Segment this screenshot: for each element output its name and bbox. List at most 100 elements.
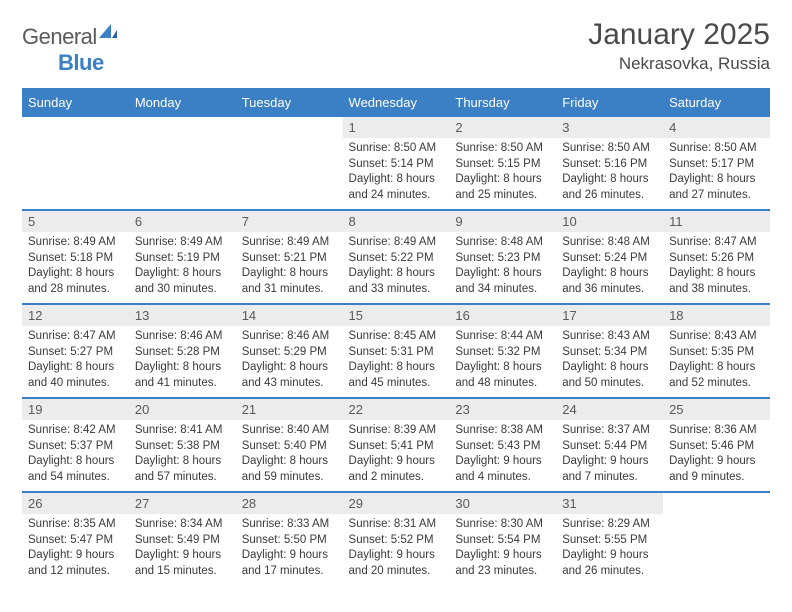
day-body: Sunrise: 8:45 AMSunset: 5:31 PMDaylight:… xyxy=(343,326,450,397)
day-number: 8 xyxy=(343,211,450,232)
calendar-row: 26Sunrise: 8:35 AMSunset: 5:47 PMDayligh… xyxy=(22,492,770,585)
calendar-cell: 9Sunrise: 8:48 AMSunset: 5:23 PMDaylight… xyxy=(449,210,556,304)
day-number-empty xyxy=(236,117,343,138)
day-number-empty xyxy=(22,117,129,138)
day-number: 20 xyxy=(129,399,236,420)
day-number: 26 xyxy=(22,493,129,514)
day-body: Sunrise: 8:41 AMSunset: 5:38 PMDaylight:… xyxy=(129,420,236,491)
logo-sail-icon xyxy=(99,18,117,32)
day-number: 29 xyxy=(343,493,450,514)
day-body: Sunrise: 8:49 AMSunset: 5:18 PMDaylight:… xyxy=(22,232,129,303)
day-body: Sunrise: 8:33 AMSunset: 5:50 PMDaylight:… xyxy=(236,514,343,585)
day-body: Sunrise: 8:29 AMSunset: 5:55 PMDaylight:… xyxy=(556,514,663,585)
weekday-header: Wednesday xyxy=(343,89,450,116)
day-body: Sunrise: 8:30 AMSunset: 5:54 PMDaylight:… xyxy=(449,514,556,585)
day-body: Sunrise: 8:49 AMSunset: 5:21 PMDaylight:… xyxy=(236,232,343,303)
day-body: Sunrise: 8:39 AMSunset: 5:41 PMDaylight:… xyxy=(343,420,450,491)
day-body: Sunrise: 8:36 AMSunset: 5:46 PMDaylight:… xyxy=(663,420,770,491)
calendar-cell: 3Sunrise: 8:50 AMSunset: 5:16 PMDaylight… xyxy=(556,116,663,210)
day-number: 23 xyxy=(449,399,556,420)
calendar-cell: 6Sunrise: 8:49 AMSunset: 5:19 PMDaylight… xyxy=(129,210,236,304)
day-number: 6 xyxy=(129,211,236,232)
day-number: 24 xyxy=(556,399,663,420)
weekday-header: Thursday xyxy=(449,89,556,116)
calendar-row: 12Sunrise: 8:47 AMSunset: 5:27 PMDayligh… xyxy=(22,304,770,398)
calendar-row: 5Sunrise: 8:49 AMSunset: 5:18 PMDaylight… xyxy=(22,210,770,304)
calendar-cell: 19Sunrise: 8:42 AMSunset: 5:37 PMDayligh… xyxy=(22,398,129,492)
calendar-cell: 2Sunrise: 8:50 AMSunset: 5:15 PMDaylight… xyxy=(449,116,556,210)
day-number: 9 xyxy=(449,211,556,232)
day-number: 19 xyxy=(22,399,129,420)
calendar-row: 1Sunrise: 8:50 AMSunset: 5:14 PMDaylight… xyxy=(22,116,770,210)
calendar-cell: 5Sunrise: 8:49 AMSunset: 5:18 PMDaylight… xyxy=(22,210,129,304)
logo-text: General Blue xyxy=(22,24,117,76)
header: General Blue January 2025 Nekrasovka, Ru… xyxy=(22,18,770,76)
calendar-cell: 27Sunrise: 8:34 AMSunset: 5:49 PMDayligh… xyxy=(129,492,236,585)
day-body: Sunrise: 8:49 AMSunset: 5:22 PMDaylight:… xyxy=(343,232,450,303)
day-body: Sunrise: 8:47 AMSunset: 5:27 PMDaylight:… xyxy=(22,326,129,397)
calendar-cell: 4Sunrise: 8:50 AMSunset: 5:17 PMDaylight… xyxy=(663,116,770,210)
weekday-header: Friday xyxy=(556,89,663,116)
month-title: January 2025 xyxy=(588,18,770,52)
day-number: 14 xyxy=(236,305,343,326)
calendar-cell: 14Sunrise: 8:46 AMSunset: 5:29 PMDayligh… xyxy=(236,304,343,398)
weekday-header: Tuesday xyxy=(236,89,343,116)
calendar-cell xyxy=(236,116,343,210)
day-body: Sunrise: 8:50 AMSunset: 5:15 PMDaylight:… xyxy=(449,138,556,209)
day-number: 30 xyxy=(449,493,556,514)
calendar-cell: 10Sunrise: 8:48 AMSunset: 5:24 PMDayligh… xyxy=(556,210,663,304)
day-body: Sunrise: 8:46 AMSunset: 5:28 PMDaylight:… xyxy=(129,326,236,397)
calendar-row: 19Sunrise: 8:42 AMSunset: 5:37 PMDayligh… xyxy=(22,398,770,492)
day-number: 12 xyxy=(22,305,129,326)
day-number: 25 xyxy=(663,399,770,420)
day-body: Sunrise: 8:38 AMSunset: 5:43 PMDaylight:… xyxy=(449,420,556,491)
title-block: January 2025 Nekrasovka, Russia xyxy=(588,18,770,74)
calendar-cell: 23Sunrise: 8:38 AMSunset: 5:43 PMDayligh… xyxy=(449,398,556,492)
day-body: Sunrise: 8:43 AMSunset: 5:34 PMDaylight:… xyxy=(556,326,663,397)
day-number: 13 xyxy=(129,305,236,326)
day-body: Sunrise: 8:40 AMSunset: 5:40 PMDaylight:… xyxy=(236,420,343,491)
day-number: 22 xyxy=(343,399,450,420)
day-body: Sunrise: 8:50 AMSunset: 5:14 PMDaylight:… xyxy=(343,138,450,209)
day-body: Sunrise: 8:43 AMSunset: 5:35 PMDaylight:… xyxy=(663,326,770,397)
day-body: Sunrise: 8:48 AMSunset: 5:24 PMDaylight:… xyxy=(556,232,663,303)
day-number: 1 xyxy=(343,117,450,138)
day-number: 11 xyxy=(663,211,770,232)
weekday-header: Saturday xyxy=(663,89,770,116)
day-number: 28 xyxy=(236,493,343,514)
day-number: 21 xyxy=(236,399,343,420)
calendar-cell: 17Sunrise: 8:43 AMSunset: 5:34 PMDayligh… xyxy=(556,304,663,398)
day-number: 2 xyxy=(449,117,556,138)
day-number: 31 xyxy=(556,493,663,514)
calendar-cell xyxy=(663,492,770,585)
day-number: 10 xyxy=(556,211,663,232)
weekday-header-row: SundayMondayTuesdayWednesdayThursdayFrid… xyxy=(22,89,770,116)
calendar-cell: 15Sunrise: 8:45 AMSunset: 5:31 PMDayligh… xyxy=(343,304,450,398)
calendar-cell: 29Sunrise: 8:31 AMSunset: 5:52 PMDayligh… xyxy=(343,492,450,585)
calendar-cell: 20Sunrise: 8:41 AMSunset: 5:38 PMDayligh… xyxy=(129,398,236,492)
calendar-cell: 11Sunrise: 8:47 AMSunset: 5:26 PMDayligh… xyxy=(663,210,770,304)
calendar-cell: 16Sunrise: 8:44 AMSunset: 5:32 PMDayligh… xyxy=(449,304,556,398)
day-body: Sunrise: 8:47 AMSunset: 5:26 PMDaylight:… xyxy=(663,232,770,303)
calendar-cell xyxy=(129,116,236,210)
calendar-cell: 28Sunrise: 8:33 AMSunset: 5:50 PMDayligh… xyxy=(236,492,343,585)
calendar-cell: 30Sunrise: 8:30 AMSunset: 5:54 PMDayligh… xyxy=(449,492,556,585)
day-number-empty xyxy=(129,117,236,138)
calendar-cell: 7Sunrise: 8:49 AMSunset: 5:21 PMDaylight… xyxy=(236,210,343,304)
day-body: Sunrise: 8:48 AMSunset: 5:23 PMDaylight:… xyxy=(449,232,556,303)
calendar-cell: 12Sunrise: 8:47 AMSunset: 5:27 PMDayligh… xyxy=(22,304,129,398)
day-number-empty xyxy=(663,493,770,514)
day-body: Sunrise: 8:34 AMSunset: 5:49 PMDaylight:… xyxy=(129,514,236,585)
day-number: 15 xyxy=(343,305,450,326)
calendar-cell: 1Sunrise: 8:50 AMSunset: 5:14 PMDaylight… xyxy=(343,116,450,210)
day-number: 18 xyxy=(663,305,770,326)
calendar-cell: 8Sunrise: 8:49 AMSunset: 5:22 PMDaylight… xyxy=(343,210,450,304)
day-body: Sunrise: 8:50 AMSunset: 5:17 PMDaylight:… xyxy=(663,138,770,209)
day-body: Sunrise: 8:49 AMSunset: 5:19 PMDaylight:… xyxy=(129,232,236,303)
calendar-cell xyxy=(22,116,129,210)
calendar-cell: 31Sunrise: 8:29 AMSunset: 5:55 PMDayligh… xyxy=(556,492,663,585)
day-number: 4 xyxy=(663,117,770,138)
calendar-cell: 26Sunrise: 8:35 AMSunset: 5:47 PMDayligh… xyxy=(22,492,129,585)
weekday-header: Sunday xyxy=(22,89,129,116)
calendar-body: 1Sunrise: 8:50 AMSunset: 5:14 PMDaylight… xyxy=(22,116,770,585)
